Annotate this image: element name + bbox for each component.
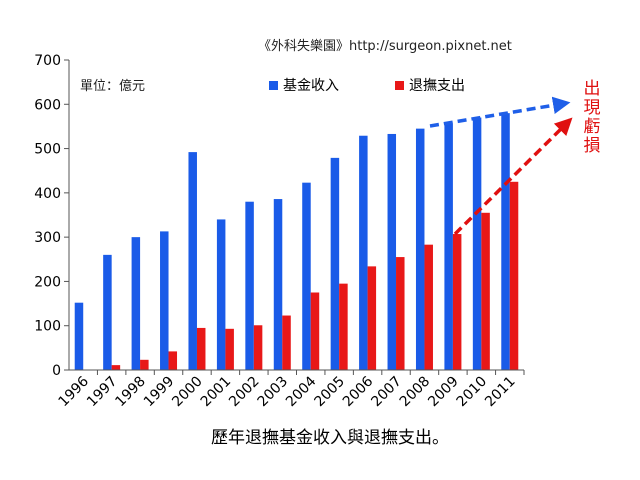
- bars: [74, 113, 519, 371]
- x-tick-label: 1996: [56, 373, 93, 410]
- annotation-char: 虧: [584, 117, 601, 137]
- y-axis: 0 100 200 300 400 500 600 700: [34, 53, 70, 379]
- annotation-char: 現: [584, 98, 601, 118]
- bar-expense: [196, 327, 206, 370]
- y-tick-label: 400: [34, 186, 61, 202]
- bar-expense: [452, 234, 462, 370]
- loss-annotation: 出 現 虧 損: [584, 79, 601, 156]
- bar-income: [131, 237, 141, 370]
- x-tick-label: 1997: [84, 374, 121, 411]
- bar-income: [160, 231, 169, 370]
- bar-income: [359, 135, 368, 370]
- chart-caption: 歷年退撫基金收入與退撫支出。: [211, 428, 449, 448]
- x-tick-label: 2002: [226, 374, 263, 411]
- x-tick-label: 2010: [454, 374, 491, 411]
- bar-income: [501, 113, 510, 370]
- bar-expense: [424, 244, 433, 370]
- bar-expense: [310, 292, 320, 370]
- x-tick-label: 2009: [425, 374, 462, 411]
- y-tick-label: 300: [34, 230, 61, 246]
- legend-swatch-income: [269, 81, 278, 90]
- bar-expense: [481, 212, 490, 370]
- legend-swatch-expense: [395, 81, 404, 90]
- bar-income: [387, 133, 397, 370]
- bar-income: [273, 199, 283, 370]
- bar-expense: [168, 351, 178, 370]
- y-tick-label: 500: [34, 142, 61, 158]
- bar-expense: [140, 359, 149, 370]
- y-tick-label: 100: [34, 319, 61, 335]
- x-axis: 1996199719981999200020012002200320042005…: [56, 369, 525, 411]
- bar-expense: [339, 283, 348, 370]
- bar-expense: [111, 365, 121, 370]
- annotation-char: 出: [584, 79, 601, 99]
- x-tick-label: 2008: [397, 374, 434, 411]
- bar-expense: [396, 257, 405, 370]
- bar-income: [103, 254, 112, 370]
- bar-income: [302, 182, 311, 370]
- x-tick-label: 2007: [368, 374, 405, 411]
- legend: 基金收入 退撫支出: [269, 77, 465, 94]
- x-tick-label: 2003: [255, 374, 292, 411]
- x-tick-label: 2004: [283, 373, 320, 410]
- annotation-char: 損: [584, 136, 601, 156]
- y-tick-label: 700: [34, 53, 61, 69]
- y-tick-label: 600: [34, 97, 61, 113]
- unit-label: 單位：億元: [80, 78, 145, 94]
- bar-expense: [509, 181, 519, 370]
- bar-expense: [367, 266, 377, 370]
- legend-label-expense: 退撫支出: [409, 78, 465, 94]
- source-text: 《外科失樂園》http://surgeon.pixnet.net: [258, 38, 512, 54]
- income-trend-arrow: [429, 96, 571, 128]
- bar-income: [188, 152, 197, 370]
- bar-income: [245, 201, 254, 370]
- bar-income: [74, 302, 84, 370]
- x-tick-label: 1998: [112, 374, 149, 411]
- y-tick-label: 200: [34, 274, 61, 290]
- bar-income: [330, 157, 340, 370]
- expense-trend-arrow: [453, 117, 573, 236]
- bar-expense: [282, 315, 291, 370]
- x-tick-label: 2001: [198, 374, 235, 411]
- x-tick-label: 2006: [340, 373, 377, 410]
- bar-income: [415, 128, 425, 370]
- x-tick-label: 2005: [311, 374, 348, 411]
- bar-income: [216, 219, 226, 370]
- x-tick-label: 2011: [482, 374, 519, 411]
- x-tick-label: 2000: [169, 374, 206, 411]
- bar-income: [472, 117, 482, 370]
- x-tick-label: 1999: [141, 374, 178, 411]
- bar-expense: [225, 328, 234, 370]
- bar-expense: [253, 325, 263, 370]
- legend-label-income: 基金收入: [283, 77, 339, 94]
- y-tick-label: 0: [52, 363, 61, 379]
- bar-income: [444, 123, 453, 371]
